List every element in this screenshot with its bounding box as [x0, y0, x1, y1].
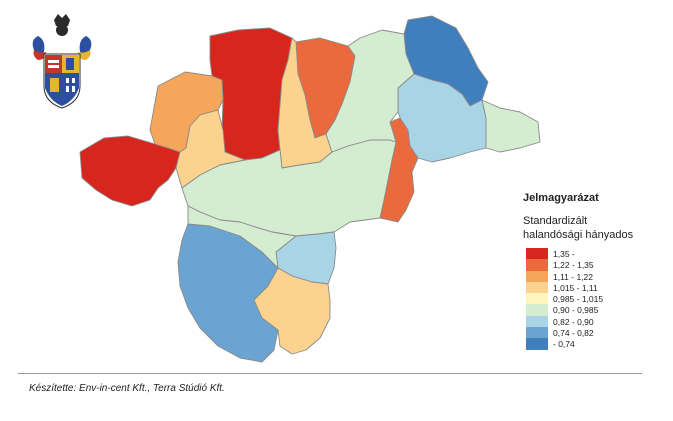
legend-item: 0,74 - 0,82	[523, 327, 671, 339]
legend-swatch	[526, 248, 548, 260]
legend-swatch	[526, 259, 548, 271]
legend-label: 0,985 - 1,015	[553, 294, 604, 305]
legend-label: 1,015 - 1,11	[553, 282, 598, 293]
legend-item: - 0,74	[523, 338, 671, 350]
legend-swatch	[526, 338, 548, 350]
legend-swatch	[526, 281, 548, 294]
legend-swatch	[526, 315, 548, 328]
legend-item: 1,015 - 1,11	[523, 281, 671, 294]
legend-title: Jelmagyarázat	[523, 192, 599, 204]
legend-item: 0,82 - 0,90	[523, 315, 671, 328]
legend-swatch	[526, 270, 548, 282]
legend-label: 0,82 - 0,90	[553, 316, 594, 327]
legend-item: 0,90 - 0,985	[523, 304, 671, 316]
legend-label: 1,35 -	[553, 249, 575, 259]
legend-label: 0,74 - 0,82	[553, 328, 594, 339]
legend-item: 1,11 - 1,22	[523, 270, 671, 282]
legend-label: - 0,74	[553, 339, 575, 350]
legend-label: 1,22 - 1,35	[553, 260, 594, 271]
region-north-east-middle	[325, 29, 415, 153]
bottom-divider	[18, 373, 642, 374]
legend-items: 1,35 - 1,22 - 1,35 1,11 - 1,22 1,015 - 1…	[523, 248, 671, 350]
legend-item: 0,985 - 1,015	[523, 293, 671, 305]
legend-item: 1,35 -	[523, 248, 671, 260]
region-south	[253, 267, 331, 355]
coat-of-arms-icon	[28, 12, 96, 112]
legend-swatch	[526, 304, 548, 316]
legend-item: 1,22 - 1,35	[523, 259, 671, 271]
legend-subtitle-line1: Standardizált	[523, 215, 588, 227]
region-east	[481, 99, 541, 153]
region-west	[79, 135, 181, 207]
legend-subtitle-line2: halandósági hányados	[523, 229, 634, 241]
legend-label: 1,11 - 1,22	[553, 271, 594, 282]
legend-swatch	[526, 293, 548, 305]
legend-label: 0,90 - 0,985	[553, 305, 599, 316]
region-center-west	[187, 205, 297, 269]
credit-text: Készítette: Env-in-cent Kft., Terra Stúd…	[29, 383, 225, 394]
legend-swatch	[526, 327, 548, 339]
map-legend: Jelmagyarázat Standardizált halandósági …	[523, 192, 671, 350]
